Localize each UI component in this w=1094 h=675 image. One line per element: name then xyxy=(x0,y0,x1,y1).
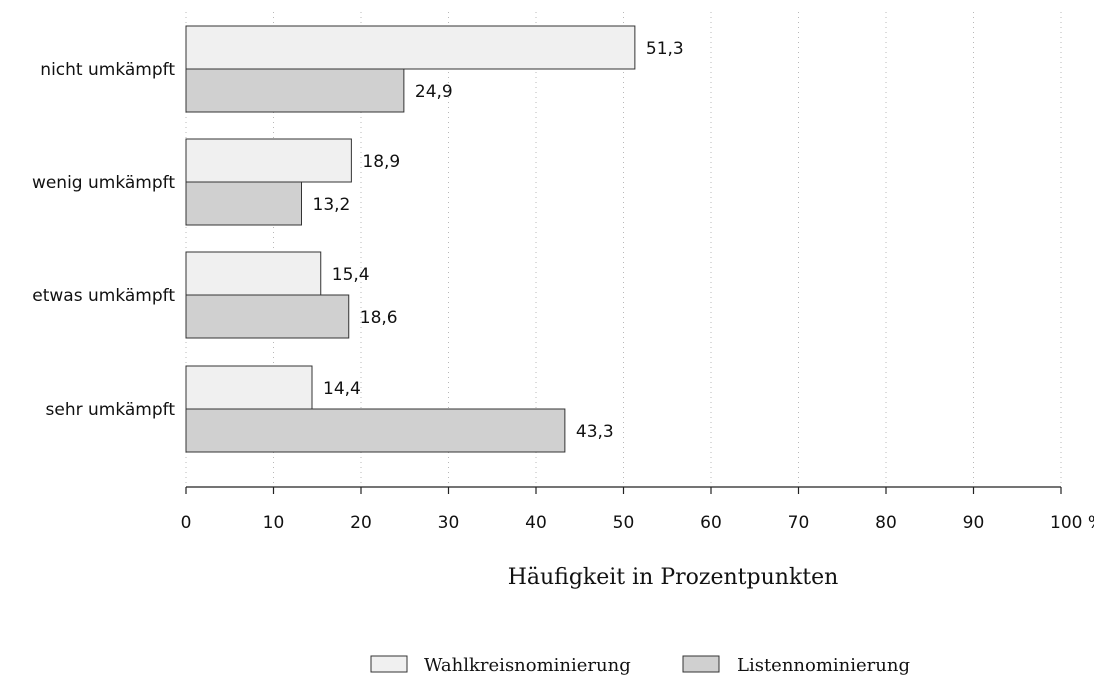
x-tick-label: 90 xyxy=(963,513,985,533)
x-axis: 0 10 20 30 40 50 60 70 80 90 100 % xyxy=(181,486,1094,533)
bar-wahlkreis xyxy=(185,251,322,296)
x-tick-label: 10 xyxy=(263,513,285,533)
legend-label: Listennominierung xyxy=(737,655,910,675)
x-tick-label: 20 xyxy=(350,513,372,533)
bar-wahlkreis xyxy=(185,138,352,183)
bar-liste xyxy=(185,181,302,226)
x-tick-label: 50 xyxy=(613,513,635,533)
data-label: 43,3 xyxy=(576,422,614,442)
data-label: 24,9 xyxy=(415,82,453,102)
category-labels: nicht umkämpft wenig umkämpft etwas umkämp… xyxy=(32,60,175,420)
category-label: wenig umkämpft xyxy=(32,173,175,193)
category-label: sehr umkämpft xyxy=(46,400,176,420)
x-tick-label: 80 xyxy=(875,513,897,533)
data-label: 18,9 xyxy=(362,152,400,172)
x-axis-title: Häufigkeit in Prozentpunkten xyxy=(508,565,839,590)
legend-label: Wahlkreisnominierung xyxy=(424,655,631,675)
bar-wahlkreis xyxy=(185,25,636,70)
x-tick-label: 40 xyxy=(525,513,547,533)
x-tick-label: 0 xyxy=(181,513,192,533)
bar-liste xyxy=(185,408,566,453)
x-tick-label: 60 xyxy=(700,513,722,533)
category-label: nicht umkämpft xyxy=(40,60,175,80)
data-label: 15,4 xyxy=(332,265,370,285)
x-tick-label: 30 xyxy=(438,513,460,533)
category-label: etwas umkämpft xyxy=(32,286,175,306)
legend: Wahlkreisnominierung Listennominierung xyxy=(370,655,910,675)
data-label: 18,6 xyxy=(360,308,398,328)
data-label: 14,4 xyxy=(323,379,361,399)
x-tick-label: 70 xyxy=(788,513,810,533)
legend-swatch xyxy=(370,655,408,673)
bar-wahlkreis xyxy=(185,365,313,410)
legend-swatch xyxy=(682,655,720,673)
bar-liste xyxy=(185,68,405,113)
data-label: 51,3 xyxy=(646,39,684,59)
bars: 51,3 24,9 18,9 13,2 15,4 18,6 14,4 43,3 xyxy=(185,25,684,453)
data-label: 13,2 xyxy=(313,195,351,215)
x-tick-label: 100 % xyxy=(1050,513,1094,533)
bar-liste xyxy=(185,294,350,339)
